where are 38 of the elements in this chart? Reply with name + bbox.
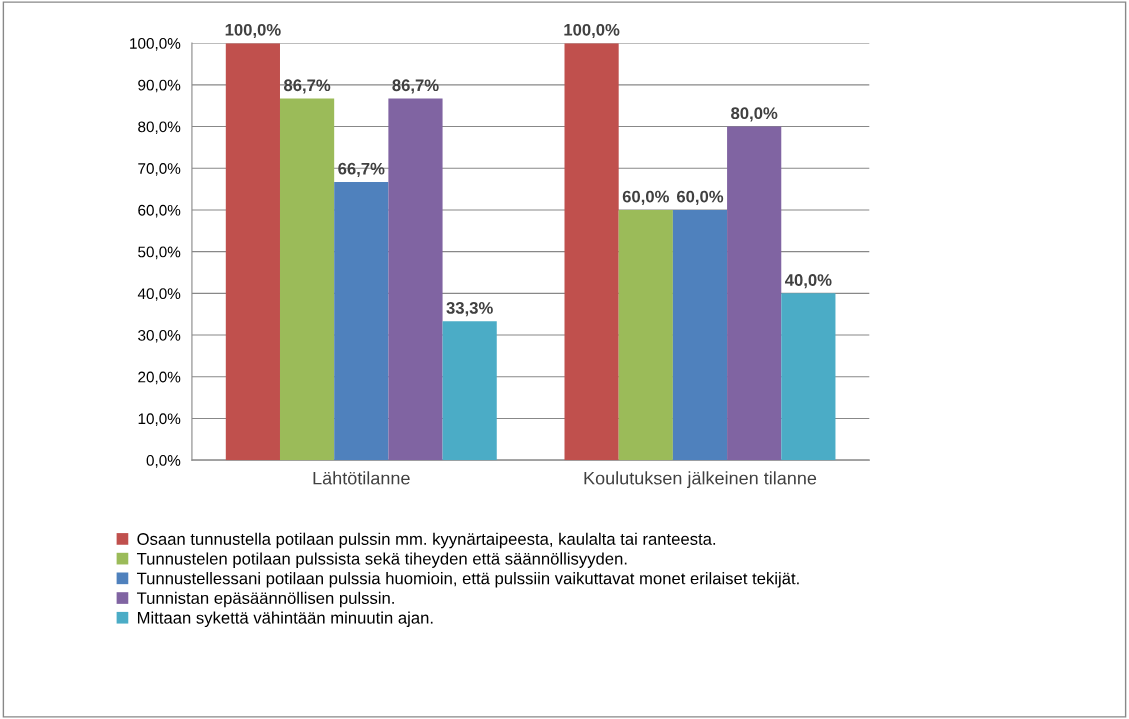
data-label: 100,0% <box>225 23 281 39</box>
y-tick-label: 70,0% <box>138 163 181 176</box>
y-tick-label: 10,0% <box>138 413 181 426</box>
data-label: 33,3% <box>446 302 493 317</box>
bar <box>225 43 280 461</box>
data-label: 80,0% <box>731 107 778 122</box>
bar <box>618 209 673 461</box>
data-label: 60,0% <box>676 190 724 205</box>
y-tick-label: 60,0% <box>138 204 181 218</box>
data-label: 60,0% <box>622 190 669 205</box>
y-tick-label: 20,0% <box>138 371 181 385</box>
y-tick-label: 50,0% <box>138 246 181 260</box>
bar <box>279 98 335 461</box>
data-label: 66,7% <box>338 162 385 177</box>
data-label: 40,0% <box>784 274 832 289</box>
legend-label: Tunnustelen potilaan pulssista sekä tiheyden että säännöllisyyden. <box>136 552 627 568</box>
legend-label: Mittaan sykettä vähintään minuutin ajan. <box>137 611 433 628</box>
legend-label: Tunnustellessani potilaan pulssia huomioin, että pulssiin vaikuttavat monet erilaiset tekijät. <box>136 572 799 588</box>
y-tick-label: 30,0% <box>138 329 181 343</box>
legend-label: Osaan tunnustella potilaan pulssin mm. kyynärtaipeesta, kaulalta tai ranteesta. <box>137 532 716 549</box>
y-tick-label: 90,0% <box>138 79 181 93</box>
data-label: 86,7% <box>392 79 439 94</box>
bar <box>564 43 619 461</box>
legend-label: Tunnistan epäsäännöllisen pulssin. <box>136 591 394 608</box>
y-tick-label: 100,0% <box>130 38 181 51</box>
bar <box>334 182 389 461</box>
bar <box>727 126 782 461</box>
y-tick-label: 80,0% <box>138 121 181 135</box>
x-tick-label: Lähtötilanne <box>313 471 410 485</box>
bar <box>672 209 728 461</box>
data-label: 100,0% <box>564 23 620 39</box>
bar <box>442 321 497 461</box>
y-tick-label: 40,0% <box>137 288 181 301</box>
data-label: 86,7% <box>283 79 331 94</box>
bar <box>388 98 443 461</box>
y-tick-label: 0,0% <box>146 455 181 468</box>
bar <box>781 293 836 461</box>
x-tick-label: Koulutuksen jälkeinen tilanne <box>584 471 817 489</box>
